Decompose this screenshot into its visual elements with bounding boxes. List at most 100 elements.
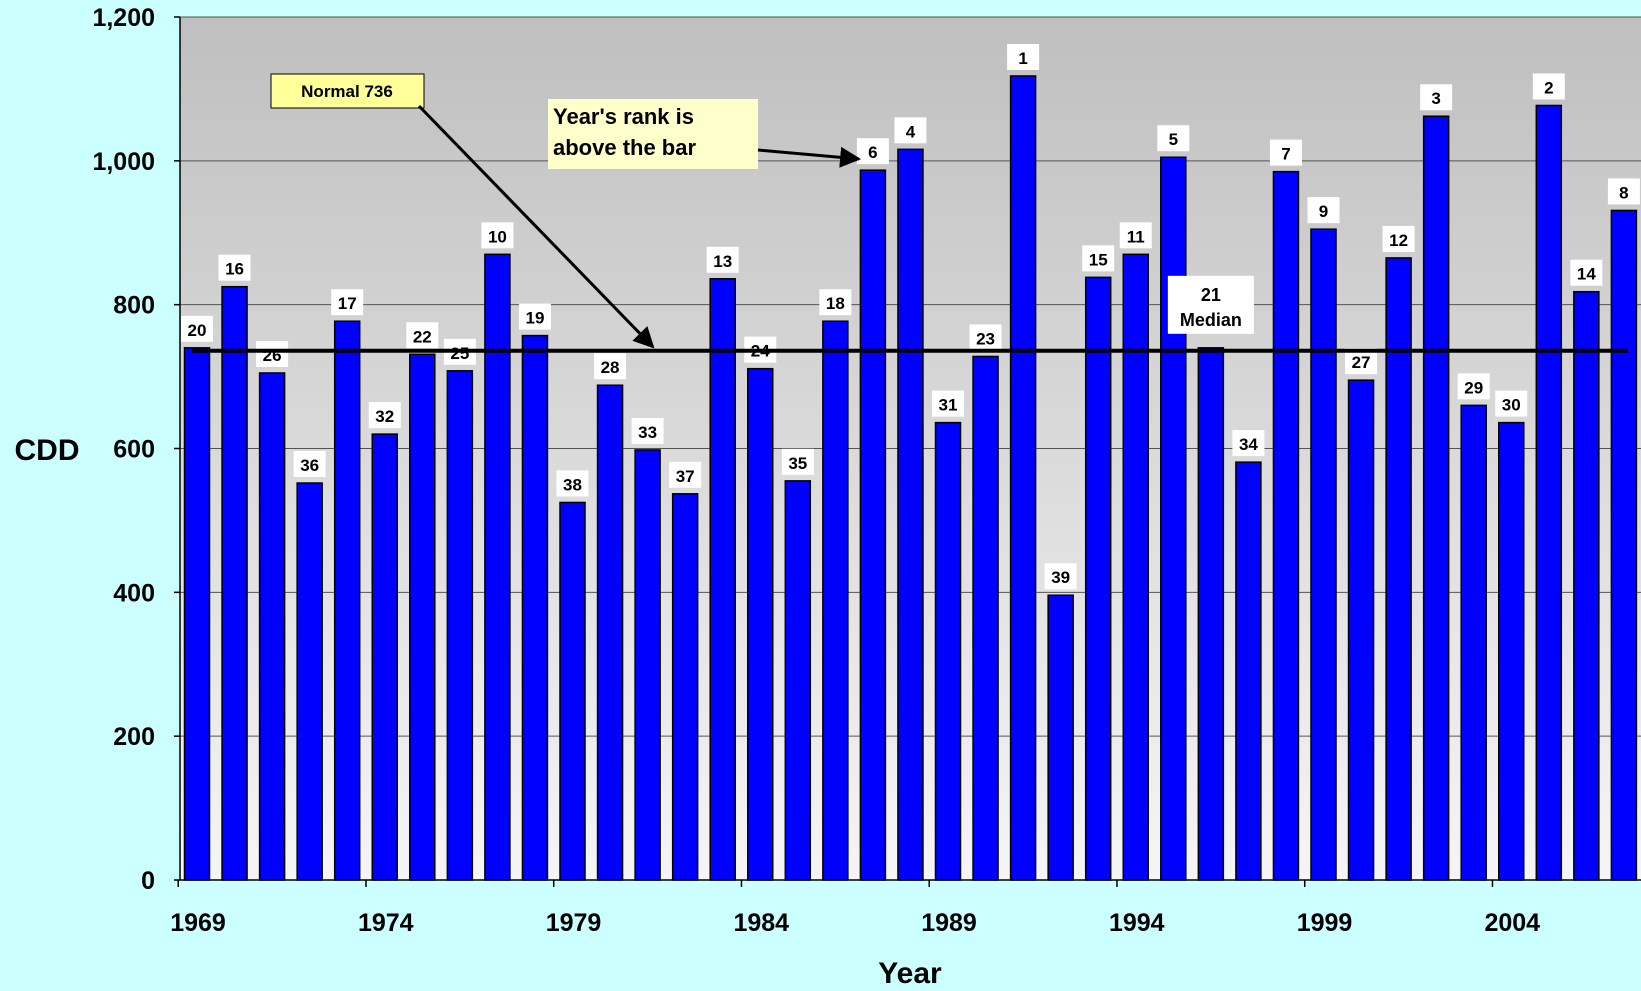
bar xyxy=(1122,253,1149,881)
bar xyxy=(484,253,511,881)
bar xyxy=(1385,257,1412,881)
y-tick-label: 1,200 xyxy=(92,4,155,32)
rank-label: 4 xyxy=(906,122,916,141)
rank-label-box xyxy=(181,315,213,342)
x-tick-label: 1969 xyxy=(170,909,226,937)
rank-label: 17 xyxy=(338,294,357,313)
bar xyxy=(1272,170,1300,881)
bar xyxy=(1235,461,1262,881)
rank-label-box xyxy=(819,289,852,316)
rank-label: 3 xyxy=(1431,89,1440,108)
x-axis-title: Year xyxy=(878,957,942,990)
rank-label: 12 xyxy=(1389,231,1408,250)
rank-label-box xyxy=(331,289,364,316)
bar xyxy=(296,482,323,881)
bar xyxy=(709,278,736,881)
x-tick-label: 1974 xyxy=(358,909,414,937)
rank-label: 15 xyxy=(1089,250,1108,269)
rank-label-box xyxy=(293,451,326,478)
rank-label: 35 xyxy=(788,454,807,473)
rank-label: 27 xyxy=(1352,353,1371,372)
rank-label-box xyxy=(969,324,1002,351)
rank-label: 10 xyxy=(488,227,507,246)
bar xyxy=(1422,115,1450,881)
y-tick-label: 400 xyxy=(113,579,155,607)
rank-label-box xyxy=(669,461,702,488)
rank-label: 29 xyxy=(1464,378,1483,397)
normal-callout-box xyxy=(270,73,425,109)
bar xyxy=(183,347,211,881)
rank-label-box xyxy=(856,138,889,165)
x-tick-label: 2004 xyxy=(1484,909,1540,937)
bar xyxy=(1460,404,1487,881)
rank-label: 20 xyxy=(188,321,207,340)
rank-label-box xyxy=(1382,225,1415,252)
bar xyxy=(559,501,586,881)
bar xyxy=(1535,104,1563,881)
rank-label: 1 xyxy=(1018,49,1027,68)
bar xyxy=(897,148,924,881)
y-tick-label: 800 xyxy=(113,292,155,320)
rank-label-box xyxy=(1607,178,1640,205)
y-tick-label: 600 xyxy=(113,436,155,464)
bar xyxy=(1009,75,1037,881)
rank-label: 31 xyxy=(939,396,958,415)
rank-label: 21 xyxy=(1201,285,1221,305)
rank-label: 19 xyxy=(525,309,544,328)
rank-label: 28 xyxy=(601,358,620,377)
bar xyxy=(1160,156,1187,881)
bar xyxy=(747,367,774,881)
rank-annotation: Year's rank is above the bar xyxy=(548,99,862,169)
rank-label-box xyxy=(1007,43,1040,70)
rank-label: 25 xyxy=(450,344,469,363)
rank-label-box xyxy=(1532,73,1565,100)
normal-callout-label: Normal 736 xyxy=(301,82,393,101)
rank-label-box xyxy=(1495,390,1528,417)
rank-label: 7 xyxy=(1281,145,1290,164)
rank-label-box xyxy=(631,417,664,444)
rank-label: 16 xyxy=(225,260,244,279)
bar xyxy=(934,421,962,881)
bar xyxy=(1610,209,1638,881)
rank-label-box xyxy=(406,322,439,349)
bar xyxy=(371,433,398,881)
rank-label: 34 xyxy=(1239,435,1258,454)
bar xyxy=(446,370,474,881)
rank-label: 8 xyxy=(1619,183,1628,202)
bar xyxy=(784,480,812,881)
rank-label: 32 xyxy=(375,407,394,426)
bar xyxy=(1347,379,1375,881)
x-tick-label: 1989 xyxy=(921,909,977,937)
rank-label: 14 xyxy=(1577,265,1596,284)
rank-label: 18 xyxy=(826,294,845,313)
y-axis-ticks: 0 200 400 600 800 1,000 1,200 xyxy=(92,4,180,895)
x-tick-label: 1979 xyxy=(546,909,602,937)
x-tick-label: 1994 xyxy=(1109,909,1165,937)
median-label-box xyxy=(1167,275,1254,334)
rank-label-box xyxy=(1307,197,1340,224)
rank-label-box xyxy=(1570,259,1603,286)
bar xyxy=(409,353,436,881)
bar xyxy=(258,372,286,881)
rank-label-box xyxy=(218,254,251,281)
rank-label: 6 xyxy=(868,143,877,162)
y-tick-label: 200 xyxy=(113,723,155,751)
bar xyxy=(221,285,248,881)
rank-label-box xyxy=(706,246,739,273)
y-tick-label: 0 xyxy=(141,867,155,895)
bar xyxy=(333,320,361,881)
y-axis-title: CDD xyxy=(15,434,80,467)
rank-label: 33 xyxy=(638,423,657,442)
rank-annotation-box xyxy=(548,99,758,169)
bar xyxy=(822,320,849,881)
rank-label-box xyxy=(1232,430,1265,457)
rank-label: 13 xyxy=(713,252,732,271)
bar xyxy=(1197,347,1225,881)
rank-label: 22 xyxy=(413,327,432,346)
rank-label: 37 xyxy=(676,467,695,486)
bar xyxy=(1084,276,1112,881)
rank-annotation-line2: above the bar xyxy=(553,135,696,160)
rank-label-box xyxy=(518,303,551,330)
rank-label: 36 xyxy=(300,456,319,475)
bar xyxy=(1047,594,1074,881)
